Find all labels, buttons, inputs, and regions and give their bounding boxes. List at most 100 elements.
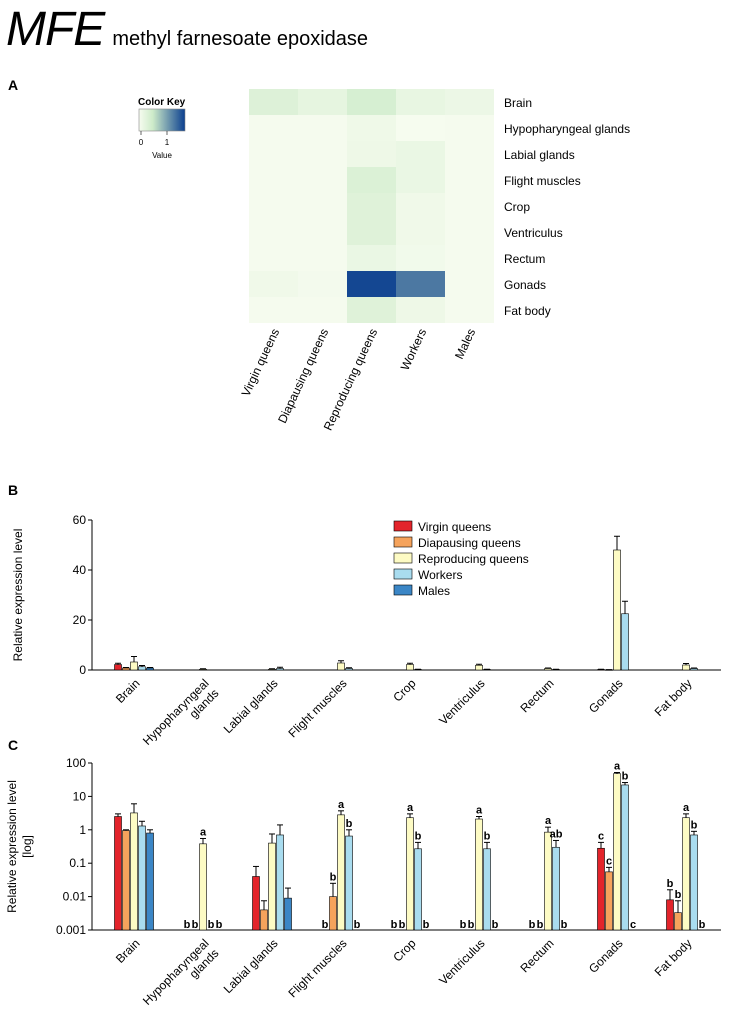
x-tick-label: Brain	[113, 936, 143, 966]
heatmap-column-label: Workers	[398, 326, 429, 372]
bar	[130, 661, 138, 671]
x-tick-label-line: Crop	[390, 676, 419, 705]
bar	[199, 668, 207, 671]
panel-label-a: A	[8, 77, 18, 93]
y-tick-label: 60	[73, 513, 87, 527]
heatmap-cell	[445, 89, 494, 115]
x-tick-label: Fat body	[652, 936, 695, 979]
significance-letter: b	[529, 919, 536, 931]
bar	[146, 667, 154, 671]
bar	[406, 817, 414, 931]
x-tick-label-line: Rectum	[517, 936, 556, 975]
heatmap-row-label: Fat body	[504, 304, 551, 318]
bar	[690, 668, 698, 671]
heatmap-cell	[298, 193, 347, 219]
x-tick-label-line: Ventriculus	[436, 676, 487, 727]
significance-letter: a	[545, 815, 552, 827]
y-tick-label: 0.001	[56, 923, 86, 937]
bar	[337, 662, 345, 671]
legend-swatch	[393, 552, 413, 564]
significance-letter: b	[460, 919, 467, 931]
heatmap-cell	[347, 89, 396, 115]
significance-letter: b	[415, 830, 422, 842]
heatmap-cell	[298, 219, 347, 245]
x-tick-label: Fat body	[652, 676, 695, 719]
significance-letter: b	[667, 878, 674, 890]
significance-letter: b	[346, 818, 353, 830]
bar	[605, 871, 613, 931]
heatmap-row-label: Hypopharyngeal glands	[504, 122, 630, 136]
significance-letter: a	[200, 826, 207, 838]
y-tick-label: 100	[66, 756, 86, 770]
x-tick-label-line: Labial glands	[221, 936, 281, 996]
legend-label: Diapausing queens	[418, 536, 521, 550]
heatmap-cell	[396, 193, 445, 219]
heatmap-column-label: Diapausing queens	[275, 326, 331, 425]
bar	[682, 817, 690, 931]
heatmap-cell	[249, 141, 298, 167]
y-tick-label: 40	[73, 563, 87, 577]
significance-letter: b	[468, 919, 475, 931]
bar	[276, 834, 284, 931]
heatmap-row-label: Flight muscles	[504, 174, 581, 188]
heatmap-cell	[298, 245, 347, 271]
panel-label-c: C	[8, 737, 18, 753]
bar	[276, 668, 284, 671]
x-tick-label-line: Gonads	[586, 676, 626, 716]
bar	[130, 812, 138, 931]
x-tick-label: Flight muscles	[285, 936, 349, 1000]
x-tick-label-line: Ventriculus	[436, 936, 487, 987]
significance-letter: c	[606, 855, 612, 867]
heatmap-cell	[347, 141, 396, 167]
bar	[597, 847, 605, 931]
color-key-tick-label: 1	[165, 138, 170, 147]
x-tick-label-line: Brain	[113, 676, 143, 706]
y-axis-title: Relative expression level	[11, 529, 25, 662]
x-tick-label: Labial glands	[221, 936, 281, 996]
significance-letter: c	[630, 919, 636, 931]
heatmap-cell	[396, 167, 445, 193]
heatmap-cell	[298, 115, 347, 141]
legend-label: Males	[418, 584, 450, 598]
bar	[260, 909, 268, 931]
significance-letter: b	[675, 889, 682, 901]
bar	[138, 666, 146, 671]
x-tick-label-line: Gonads	[586, 936, 626, 976]
legend-label: Reproducing queens	[418, 552, 529, 566]
bar	[613, 549, 621, 671]
significance-letter: b	[399, 919, 406, 931]
figure-header: MFE methyl farnesoate epoxidase	[6, 2, 368, 57]
significance-letter: b	[699, 919, 706, 931]
bar	[252, 876, 260, 931]
x-tick-label: Brain	[113, 676, 143, 706]
bar	[682, 664, 690, 671]
significance-letter: a	[338, 799, 345, 811]
bar	[544, 668, 552, 671]
heatmap-cell	[298, 141, 347, 167]
significance-letter: c	[598, 830, 604, 842]
heatmap-cell	[445, 271, 494, 297]
heatmap-cell	[249, 193, 298, 219]
bar	[475, 664, 483, 671]
heatmap-cell	[347, 219, 396, 245]
legend-swatch	[393, 536, 413, 548]
heatmap-cell	[298, 89, 347, 115]
x-tick-label-line: Labial glands	[221, 676, 281, 736]
significance-letter: b	[537, 919, 544, 931]
heatmap-cell	[396, 219, 445, 245]
legend-swatch	[393, 520, 413, 532]
bar	[621, 784, 629, 931]
significance-letter: b	[322, 919, 329, 931]
bar	[345, 668, 353, 671]
x-tick-label-line: Fat body	[652, 676, 695, 719]
significance-letter: b	[691, 819, 698, 831]
bar	[613, 773, 621, 931]
heatmap-cell	[396, 141, 445, 167]
significance-letter: b	[492, 919, 499, 931]
bar	[114, 664, 122, 671]
bar	[199, 843, 207, 931]
significance-letter: b	[561, 919, 568, 931]
significance-letter: b	[622, 771, 629, 783]
